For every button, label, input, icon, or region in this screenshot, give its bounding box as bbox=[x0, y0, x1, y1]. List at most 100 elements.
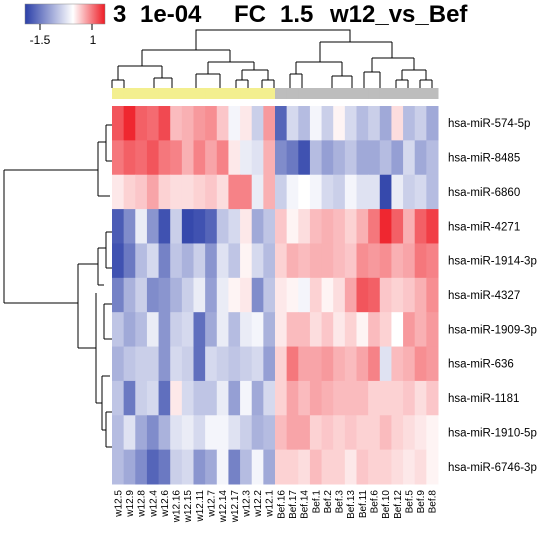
heatmap-cell bbox=[426, 449, 439, 485]
heatmap-cell bbox=[123, 415, 136, 451]
heatmap-cell bbox=[321, 243, 334, 279]
heatmap-cell bbox=[333, 106, 346, 141]
color-key-bar bbox=[24, 3, 106, 25]
heatmap-cell bbox=[426, 380, 439, 416]
heatmap-cell bbox=[216, 277, 229, 313]
heatmap-cell bbox=[251, 277, 264, 313]
heatmap-cell bbox=[240, 174, 253, 210]
group-bar-cell bbox=[298, 88, 311, 99]
heatmap-cell bbox=[344, 140, 357, 176]
heatmap-cell bbox=[263, 140, 276, 176]
heatmap-cell bbox=[112, 174, 125, 210]
heatmap-cell bbox=[263, 243, 276, 279]
column-label: w12.11 bbox=[195, 490, 206, 523]
heatmap-cell bbox=[112, 209, 125, 244]
heatmap-cell bbox=[205, 415, 218, 451]
row-label: hsa-miR-574-5p bbox=[448, 118, 530, 130]
heatmap-cell bbox=[321, 346, 334, 382]
heatmap-cell bbox=[356, 380, 369, 416]
heatmap-cell bbox=[205, 106, 218, 141]
heatmap-cell bbox=[379, 106, 392, 141]
group-bar-cell bbox=[391, 88, 404, 99]
heatmap-cell bbox=[193, 415, 206, 451]
heatmap-cell bbox=[112, 277, 125, 313]
heatmap-cell bbox=[379, 415, 392, 451]
heatmap-cell bbox=[379, 346, 392, 382]
heatmap-cell bbox=[263, 106, 276, 141]
column-label: Bef.9 bbox=[416, 490, 427, 514]
heatmap-cell bbox=[112, 415, 125, 451]
column-label: Bef.12 bbox=[393, 490, 404, 519]
heatmap-cell bbox=[123, 243, 136, 279]
heatmap-cell bbox=[414, 380, 427, 416]
heatmap-cell bbox=[309, 209, 323, 244]
heatmap-cell bbox=[158, 346, 171, 382]
column-label: Bef.11 bbox=[358, 490, 369, 519]
heatmap-cell bbox=[170, 140, 183, 176]
column-label: w12.16 bbox=[172, 490, 183, 524]
group-bar-cell bbox=[135, 88, 148, 99]
heatmap-cell bbox=[368, 415, 381, 451]
group-bar-cell bbox=[251, 88, 264, 99]
heatmap-cell bbox=[158, 415, 171, 451]
heatmap-cell bbox=[181, 243, 194, 279]
heatmap-cell bbox=[193, 312, 206, 348]
column-labels: w12.5 w12.9 w12.8 w12.4 w12.6 w12.16 w12.15 w12… bbox=[113, 490, 438, 524]
heatmap-cell bbox=[123, 380, 136, 416]
heatmap-cell bbox=[251, 449, 264, 485]
heatmap-cell bbox=[193, 140, 206, 176]
column-label: w12.2 bbox=[253, 490, 264, 518]
group-bar-cell bbox=[216, 88, 229, 99]
heatmap-cell bbox=[368, 106, 381, 141]
group-bar-cell bbox=[181, 88, 194, 99]
heatmap-cell bbox=[193, 243, 206, 279]
heatmap-cell bbox=[275, 312, 288, 348]
heatmap-cell bbox=[286, 106, 299, 141]
heatmap-cell bbox=[275, 346, 288, 382]
group-bar-cell bbox=[146, 88, 160, 99]
group-bar-cell bbox=[356, 88, 369, 99]
heatmap-cell bbox=[228, 140, 241, 176]
group-bar-cell bbox=[112, 88, 125, 99]
heatmap-cell bbox=[251, 106, 264, 141]
heatmap-cell bbox=[263, 415, 276, 451]
heatmap-cell bbox=[403, 243, 416, 279]
group-bar-cell bbox=[170, 88, 183, 99]
heatmap-cell bbox=[298, 277, 311, 313]
heatmap-cell bbox=[344, 243, 357, 279]
heatmap-cell bbox=[356, 243, 369, 279]
heatmap-cell bbox=[309, 243, 323, 279]
heatmap-cell bbox=[146, 140, 160, 176]
heatmap-cell bbox=[379, 174, 392, 210]
heatmap-cell bbox=[263, 346, 276, 382]
heatmap-cell bbox=[158, 380, 171, 416]
heatmap-cell bbox=[344, 174, 357, 210]
heatmap-cell bbox=[170, 277, 183, 313]
heatmap-cell bbox=[403, 106, 416, 141]
heatmap-cell bbox=[403, 140, 416, 176]
heatmap-cell bbox=[275, 140, 288, 176]
heatmap-cell bbox=[321, 209, 334, 244]
heatmap-cell bbox=[158, 243, 171, 279]
heatmap-cell bbox=[309, 449, 323, 485]
group-bar-cell bbox=[193, 88, 206, 99]
heatmap-cell bbox=[356, 449, 369, 485]
heatmap-cell bbox=[181, 106, 194, 141]
heatmap-cell bbox=[193, 174, 206, 210]
heatmap-cell bbox=[298, 174, 311, 210]
heatmap-cell bbox=[356, 346, 369, 382]
heatmap-cell bbox=[286, 346, 299, 382]
heatmap-cell bbox=[216, 449, 229, 485]
heatmap-cell bbox=[275, 415, 288, 451]
heatmap-cell bbox=[333, 140, 346, 176]
heatmap-cell bbox=[391, 209, 404, 244]
heatmap-cell bbox=[181, 209, 194, 244]
heatmap-cell bbox=[356, 106, 369, 141]
heatmap-cell bbox=[344, 449, 357, 485]
column-label: Bef.14 bbox=[300, 490, 311, 519]
heatmap-cell bbox=[403, 346, 416, 382]
heatmap-cell bbox=[333, 380, 346, 416]
heatmap-cell bbox=[368, 277, 381, 313]
heatmap-cell bbox=[193, 449, 206, 485]
heatmap-cell bbox=[146, 380, 160, 416]
